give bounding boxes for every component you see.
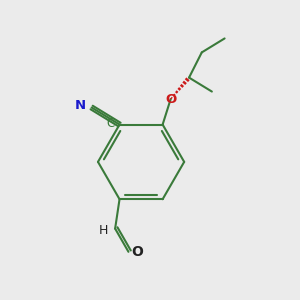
Text: C: C bbox=[106, 117, 114, 130]
Text: H: H bbox=[98, 224, 108, 237]
Text: N: N bbox=[75, 99, 86, 112]
Text: O: O bbox=[165, 93, 176, 106]
Text: O: O bbox=[131, 245, 143, 259]
